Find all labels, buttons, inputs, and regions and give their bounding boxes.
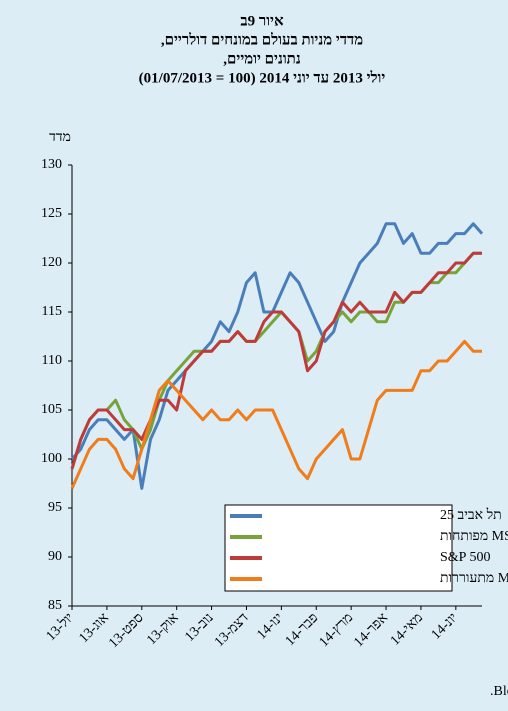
y-tick-label: 90 bbox=[48, 549, 62, 564]
y-tick-label: 115 bbox=[42, 304, 62, 319]
y-tick-label: 105 bbox=[41, 402, 62, 417]
y-tick-label: 100 bbox=[41, 451, 62, 466]
chart-title: יולי 2013 עד יוני 2014 (100 = 01/07/2013… bbox=[139, 69, 386, 86]
chart-title: מדדי מניות בעולם במונחים דולריים, bbox=[161, 31, 363, 48]
chart-title: איור 9ב bbox=[240, 13, 284, 29]
y-tick-label: 130 bbox=[41, 157, 62, 172]
series-line bbox=[70, 222, 484, 490]
series-line bbox=[70, 251, 482, 470]
y-tick-label: 110 bbox=[42, 353, 62, 368]
legend-box bbox=[224, 504, 453, 592]
legend-label: MSCI מפותחות bbox=[440, 529, 508, 544]
source: המקור: Bloomberg. bbox=[490, 684, 508, 699]
y-tick-label: 95 bbox=[48, 500, 62, 515]
legend-label: MSCI מתעוררות bbox=[440, 571, 508, 586]
chart-title: נתונים יומיים, bbox=[223, 51, 300, 67]
series-line bbox=[70, 339, 482, 490]
legend-label: S&P 500 bbox=[440, 550, 490, 565]
y-axis-label: מדד bbox=[49, 130, 71, 145]
legend-label: תל אביב 25 bbox=[440, 507, 502, 523]
y-tick-label: 120 bbox=[41, 255, 62, 270]
y-tick-label: 125 bbox=[41, 206, 62, 221]
y-tick-label: 85 bbox=[48, 598, 62, 613]
